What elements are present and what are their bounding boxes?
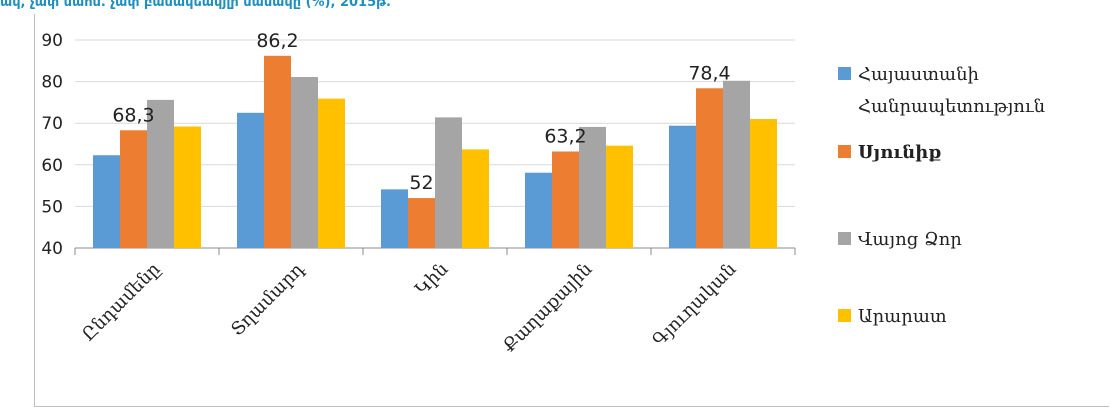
chart-frame (34, 14, 1109, 407)
legend-label: Հայաստանի (858, 64, 979, 85)
bar (435, 117, 462, 248)
bar (291, 77, 318, 248)
bar (723, 80, 750, 248)
data-label: 63,2 (544, 125, 586, 147)
legend-label: Արարատ (858, 306, 947, 327)
bar (174, 126, 201, 248)
legend-swatch (838, 232, 851, 245)
bar (525, 172, 552, 248)
bar (264, 55, 291, 248)
legend-swatch (838, 67, 851, 80)
y-tick-label: 90 (41, 31, 63, 51)
legend-label: Սյունիք (858, 142, 942, 163)
legend-swatch (838, 309, 851, 322)
data-label: 52 (409, 172, 433, 194)
bar (381, 189, 408, 248)
x-category-label: Քաղաքային (498, 259, 596, 357)
bar (552, 151, 579, 248)
x-category-label: Ընդամենը (78, 259, 165, 346)
legend-label: Վայոց Ձոր (858, 229, 962, 250)
chart-caption: ակ, չափ սահմ. չափ բանակեակյլի սասակը (%)… (0, 0, 1111, 14)
y-tick-label: 70 (41, 114, 63, 134)
y-tick-label: 40 (41, 239, 63, 259)
caption-text: ակ, չափ սահմ. չափ բանակեակյլի սասակը (%)… (0, 0, 391, 10)
bar (750, 119, 777, 248)
x-category-label: Տղամարդ (227, 258, 309, 340)
bar (408, 198, 435, 248)
legend-label: Հանրապետություն (858, 96, 1045, 117)
x-category-label: Կին (411, 259, 452, 300)
legend-swatch (838, 145, 851, 158)
bar (462, 149, 489, 248)
bar (669, 125, 696, 248)
bar (147, 99, 174, 249)
bar (120, 130, 147, 248)
bar (237, 112, 264, 248)
data-label: 86,2 (256, 30, 298, 52)
y-tick-label: 50 (41, 197, 63, 217)
data-label: 78,4 (688, 62, 730, 84)
x-category-label: Գյուղական (649, 259, 741, 351)
bar (696, 88, 723, 248)
y-tick-label: 60 (41, 156, 63, 176)
y-tick-label: 80 (41, 73, 63, 93)
bar (579, 126, 606, 248)
bar (318, 98, 345, 248)
bar (93, 155, 120, 248)
data-label: 68,3 (112, 104, 154, 126)
bar (606, 145, 633, 248)
